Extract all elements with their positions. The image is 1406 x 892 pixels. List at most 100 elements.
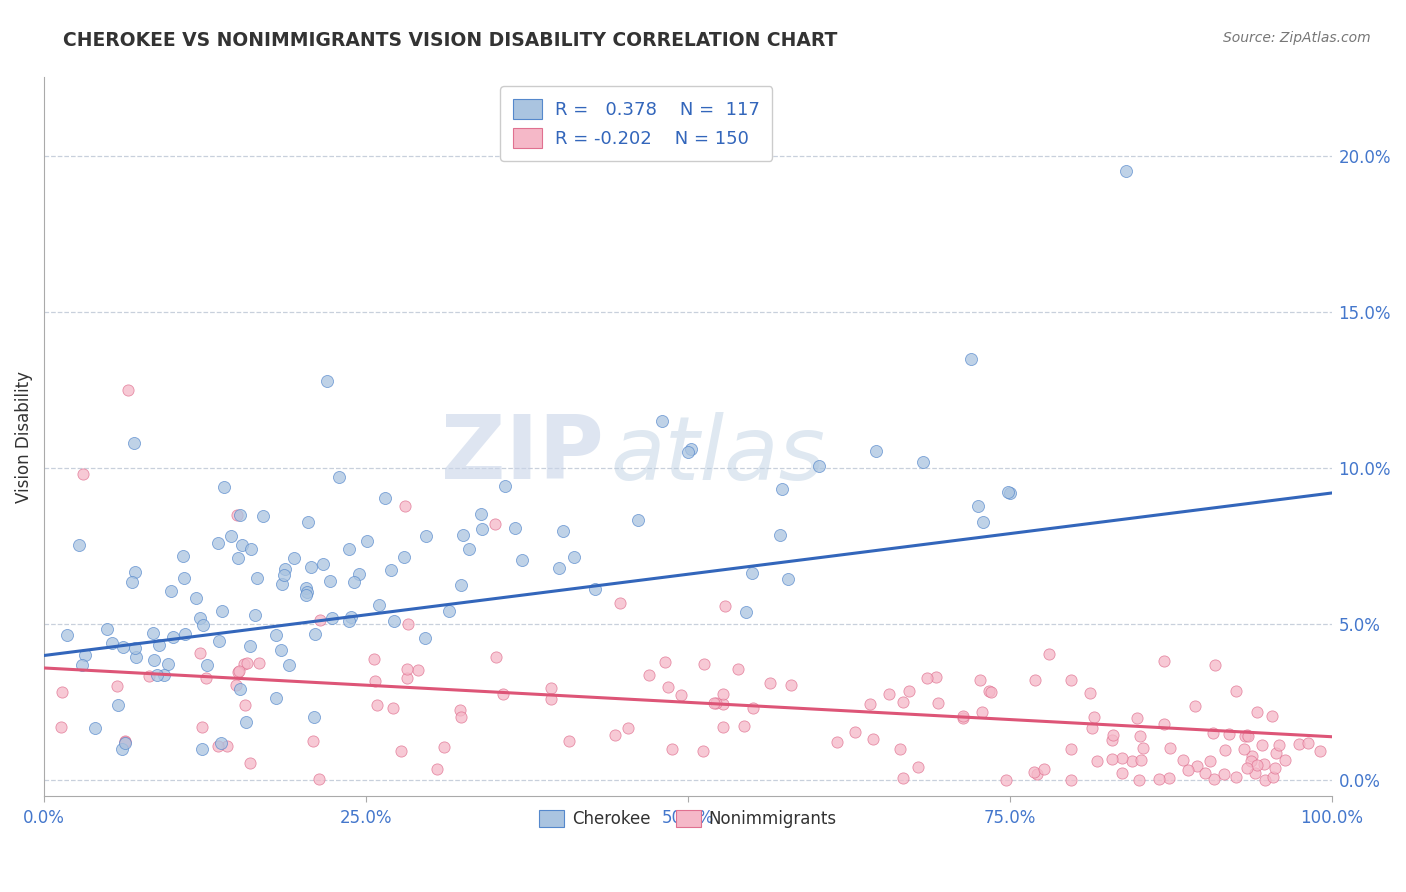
Point (471, 522, 494, 536)
Point (470, 507, 492, 521)
Point (1264, 761, 1286, 775)
Point (209, 736, 232, 750)
Point (328, 470, 350, 484)
Point (121, 575, 143, 590)
Point (117, 383, 139, 397)
Point (1171, 753, 1194, 767)
Point (343, 575, 366, 590)
Point (160, 583, 183, 598)
Point (190, 742, 212, 756)
Point (415, 631, 437, 645)
Point (907, 760, 929, 774)
Point (228, 665, 250, 679)
Point (124, 566, 146, 580)
Point (540, 691, 562, 706)
Point (1026, 766, 1049, 780)
Point (1274, 754, 1296, 768)
Point (105, 679, 128, 693)
Point (1194, 765, 1216, 780)
Point (1111, 766, 1133, 780)
Point (96, 622, 118, 636)
Point (449, 703, 471, 717)
Point (226, 508, 249, 522)
Point (1246, 705, 1268, 719)
Point (49, 720, 72, 734)
Point (1032, 762, 1054, 776)
Point (1202, 772, 1225, 787)
Point (1126, 711, 1149, 725)
Point (741, 701, 763, 715)
Point (770, 482, 793, 496)
Point (302, 734, 325, 748)
Point (245, 607, 267, 622)
Point (394, 499, 416, 513)
Point (1243, 766, 1265, 780)
Point (998, 486, 1021, 500)
Point (142, 626, 165, 640)
Point (1309, 744, 1331, 758)
Point (1288, 737, 1310, 751)
Point (273, 568, 295, 582)
Point (450, 578, 472, 592)
Point (239, 756, 262, 771)
Point (627, 513, 650, 527)
Point (188, 646, 211, 660)
Point (235, 657, 257, 671)
Point (51, 685, 73, 699)
Point (1024, 673, 1046, 687)
Point (494, 479, 516, 493)
Point (1237, 729, 1260, 743)
Point (394, 549, 416, 564)
Point (188, 610, 211, 624)
Point (865, 443, 887, 458)
Point (1253, 773, 1275, 788)
Point (247, 657, 270, 671)
Point (195, 658, 218, 673)
Point (458, 541, 481, 556)
Point (995, 773, 1018, 788)
Point (711, 687, 734, 701)
Point (406, 663, 429, 677)
Point (252, 509, 274, 524)
Point (1236, 728, 1258, 742)
Point (453, 528, 475, 542)
Point (211, 604, 233, 618)
Point (1153, 654, 1175, 668)
Point (56, 628, 79, 642)
Point (1022, 764, 1045, 779)
Point (1199, 754, 1222, 768)
Point (321, 611, 343, 625)
Point (997, 484, 1019, 499)
Point (395, 671, 418, 685)
Point (1060, 742, 1083, 756)
Point (450, 710, 472, 724)
Point (1233, 741, 1256, 756)
Point (304, 626, 326, 640)
Point (381, 701, 404, 715)
Point (283, 550, 305, 565)
Point (195, 671, 218, 685)
Point (485, 649, 508, 664)
Point (671, 689, 693, 703)
Point (492, 687, 515, 701)
Point (583, 582, 606, 596)
Point (219, 529, 242, 543)
Point (67, 538, 90, 552)
Point (122, 436, 145, 450)
Point (184, 591, 207, 605)
Legend: Cherokee, Nonimmigrants: Cherokee, Nonimmigrants (531, 803, 844, 835)
Point (294, 588, 316, 602)
Point (1080, 685, 1102, 699)
Point (1157, 772, 1180, 786)
Point (972, 706, 994, 720)
Point (191, 720, 214, 734)
Point (172, 549, 194, 563)
Point (681, 442, 703, 456)
Point (207, 536, 229, 550)
Point (112, 640, 135, 654)
Point (225, 678, 247, 692)
Point (952, 711, 974, 725)
Point (859, 698, 882, 712)
Point (510, 552, 533, 566)
Point (1129, 753, 1152, 767)
